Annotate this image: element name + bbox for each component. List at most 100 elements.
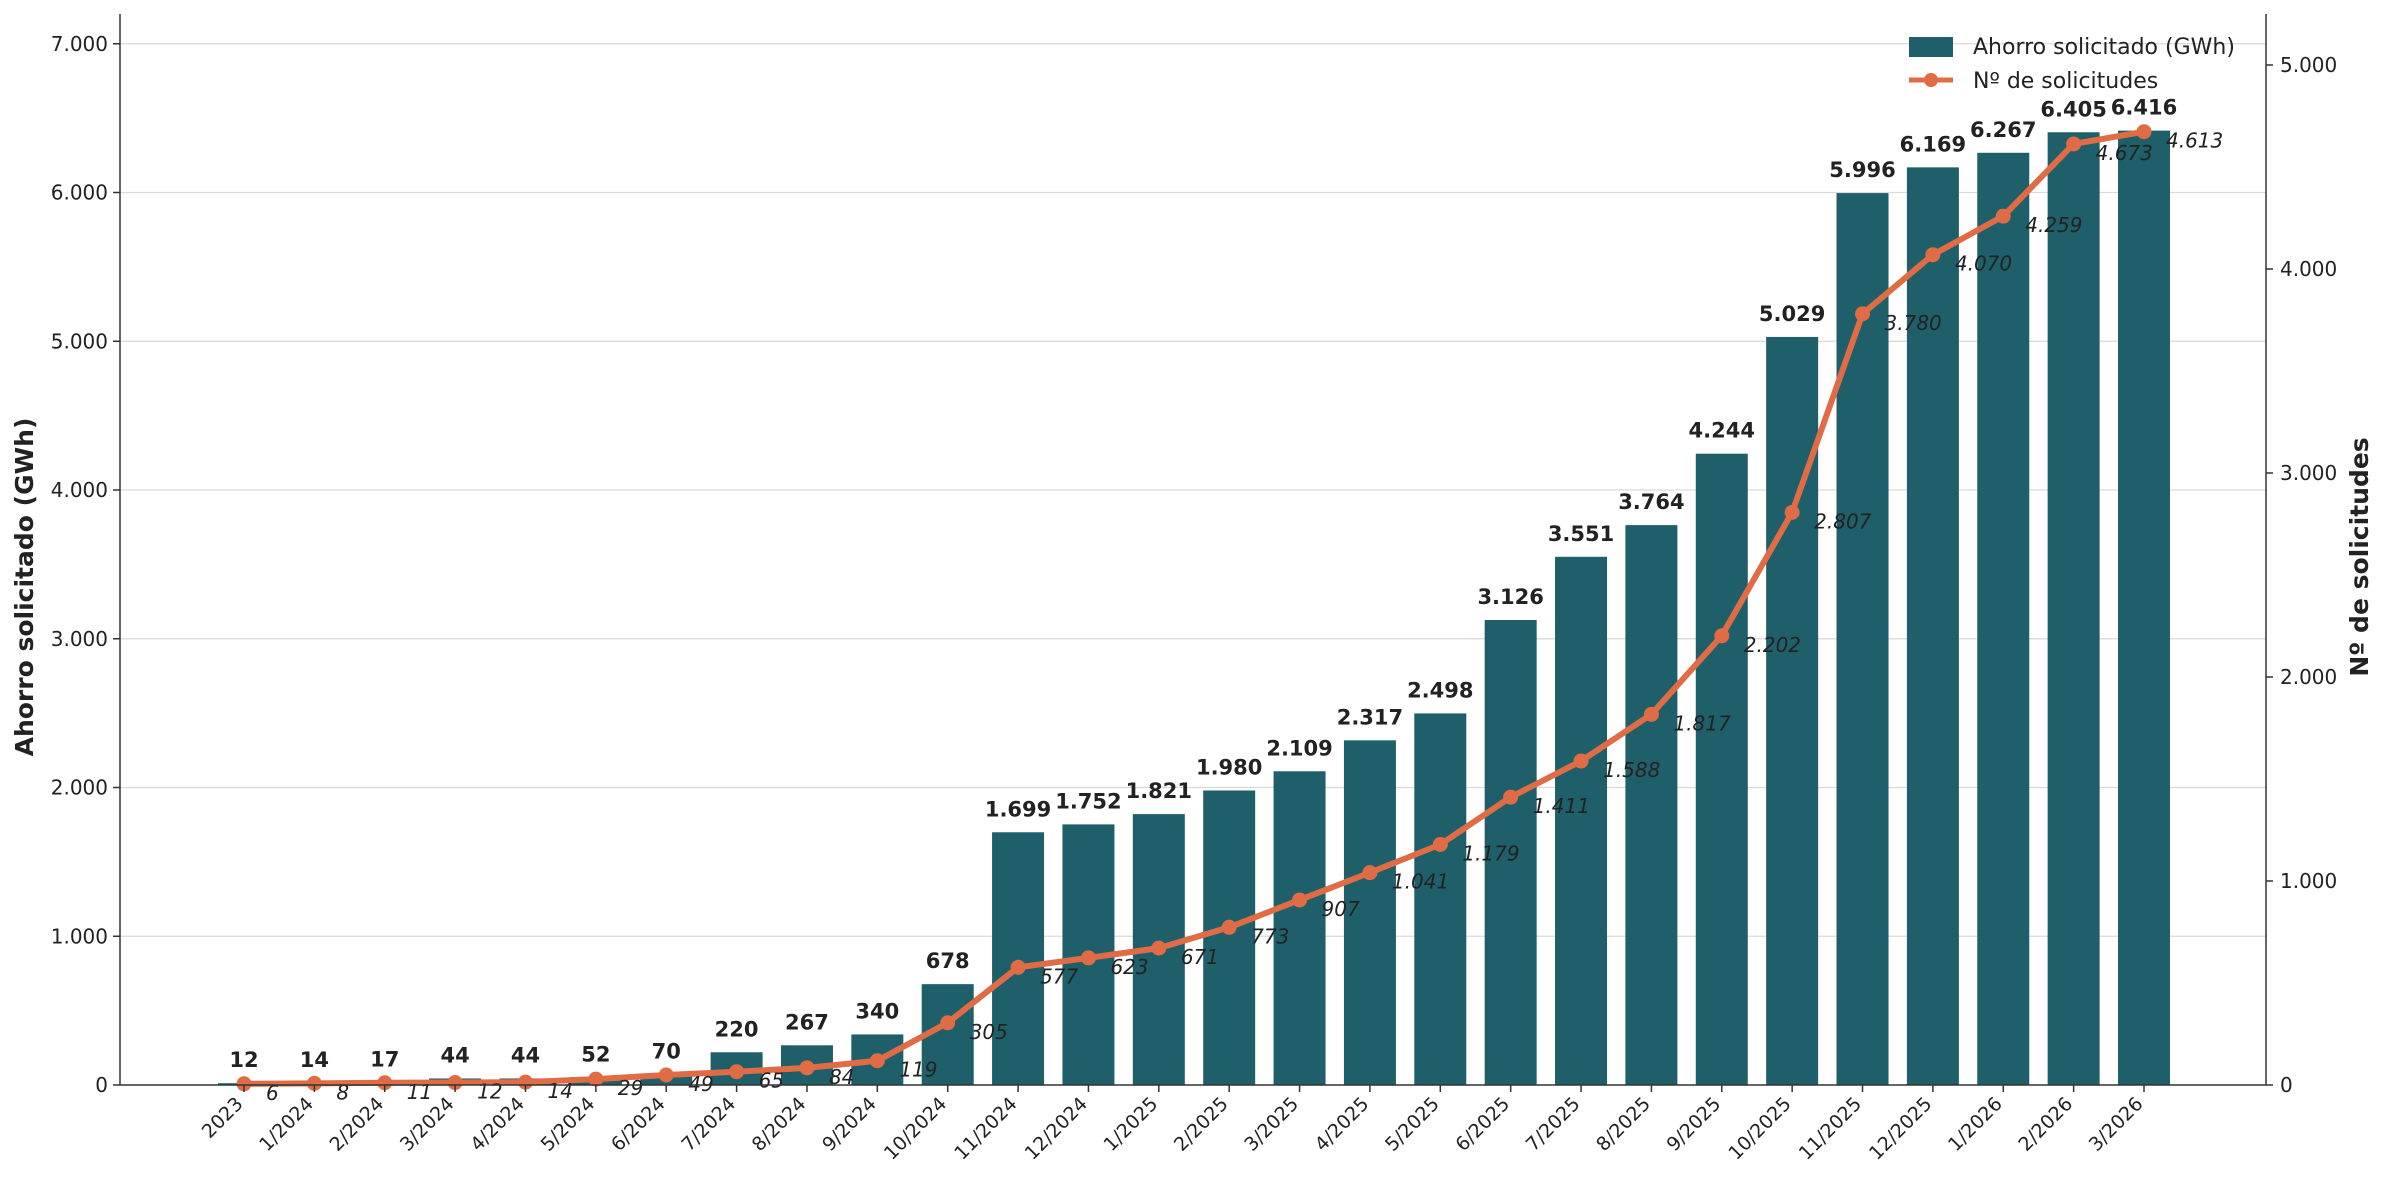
line-value-label: 14 — [547, 1079, 572, 1103]
y-tick-label: 6.000 — [51, 181, 108, 205]
bar-value-label: 340 — [855, 999, 899, 1023]
bar — [1695, 453, 1748, 1086]
line-value-label: 577 — [1040, 964, 1078, 988]
x-tick-label: 12/2024 — [1021, 1093, 1092, 1164]
x-tick-label: 7/2025 — [1522, 1093, 1585, 1156]
line-value-label: 2.807 — [1814, 509, 1872, 533]
line-value-label: 773 — [1251, 924, 1289, 948]
bar — [1484, 620, 1537, 1085]
line-point — [1995, 208, 2011, 224]
x-tick-label: 1/2025 — [1100, 1093, 1163, 1156]
line-point — [1432, 836, 1448, 852]
line-value-label: 1.041 — [1392, 870, 1449, 894]
bar-value-label: 1.699 — [985, 797, 1051, 821]
bar-value-labels: 12 14 17 44 44 52 70 220 267 340 678 1.699 1.752 1.82… — [229, 96, 2177, 1073]
line-point — [1855, 306, 1871, 322]
x-tick-label: 8/2024 — [748, 1093, 811, 1156]
line-value-label: 4.259 — [2025, 213, 2082, 237]
bar-value-label: 12 — [229, 1048, 258, 1072]
line-value-label: 29 — [618, 1076, 643, 1100]
x-tick-label: 6/2024 — [607, 1093, 670, 1156]
x-tick-label: 11/2025 — [1795, 1093, 1866, 1164]
bar-value-label: 14 — [300, 1048, 329, 1072]
x-tick-label: 10/2024 — [880, 1093, 951, 1164]
x-tick-labels: 2023 1/2024 2/2024 3/2024 4/2024 5/2024 6/2024… — [198, 1093, 2148, 1164]
legend: Ahorro solicitado (GWh) Nº de solicitude… — [1909, 35, 2235, 94]
y-axis-title: Ahorro solicitado (GWh) — [10, 418, 39, 757]
bar-value-label: 4.244 — [1689, 419, 1755, 443]
bar — [1906, 167, 1959, 1085]
bar-value-label: 52 — [581, 1042, 610, 1066]
x-tick-label: 4/2025 — [1311, 1093, 1374, 1156]
line-point — [1292, 892, 1308, 908]
x-tick-label: 3/2025 — [1240, 1093, 1303, 1156]
x-tick-label: 9/2025 — [1662, 1093, 1725, 1156]
line-point — [1080, 950, 1096, 966]
y-tick-label: 3.000 — [51, 627, 108, 651]
x-tick-label: 11/2024 — [950, 1093, 1021, 1164]
line-value-label: 1.588 — [1603, 758, 1660, 782]
bar-value-label: 6.169 — [1900, 132, 1966, 156]
bar-value-label: 2.317 — [1337, 705, 1403, 729]
y-tick-label: 7.000 — [51, 32, 108, 56]
x-tick-label: 2/2024 — [325, 1093, 388, 1156]
bar-value-label: 44 — [440, 1043, 469, 1067]
line-point — [1925, 247, 1941, 263]
line-value-label: 3.780 — [1885, 311, 1942, 335]
x-tick-label: 3/2026 — [2085, 1093, 2148, 1156]
y-tick-label: 2.000 — [51, 776, 108, 800]
line-series — [236, 124, 2152, 1092]
line-point — [447, 1075, 463, 1091]
legend-bar-label: Ahorro solicitado (GWh) — [1973, 35, 2235, 60]
line-value-label: 119 — [899, 1058, 937, 1082]
line-value-label: 1.411 — [1533, 794, 1590, 818]
x-tick-label: 5/2025 — [1381, 1093, 1444, 1156]
bar — [1766, 336, 1819, 1085]
x-tick-label: 7/2024 — [677, 1093, 740, 1156]
bar — [1343, 740, 1396, 1085]
x-tick-label: 6/2025 — [1451, 1093, 1514, 1156]
y-tick-label: 5.000 — [51, 329, 108, 353]
y2-axis-title: Nº de solicitudes — [2345, 437, 2374, 676]
y-tick-label: 0 — [95, 1073, 108, 1097]
line-point — [1784, 504, 1800, 520]
bar-value-label: 17 — [370, 1047, 399, 1071]
y-tick-label: 4.000 — [51, 478, 108, 502]
bar-value-label: 3.551 — [1548, 522, 1614, 546]
line-point — [1503, 789, 1519, 805]
bar-series — [218, 130, 2170, 1086]
y2-tick-label: 3.000 — [2280, 461, 2337, 485]
line-value-label: 1.179 — [1462, 841, 1519, 865]
bar — [992, 832, 1045, 1085]
line-point — [799, 1060, 815, 1076]
bar — [1625, 525, 1678, 1085]
y2-tick-label: 5.000 — [2280, 53, 2337, 77]
line-value-label: 4.613 — [2166, 129, 2223, 153]
line-value-label: 4.673 — [2096, 141, 2153, 165]
bar-value-label: 44 — [511, 1043, 540, 1067]
bar-value-label: 2.109 — [1266, 736, 1332, 760]
bar-value-label: 6.416 — [2111, 96, 2177, 120]
line-point — [2136, 124, 2152, 140]
line-value-label: 305 — [970, 1020, 1008, 1044]
bar-value-label: 1.752 — [1055, 789, 1121, 813]
bar-value-label: 5.996 — [1829, 158, 1895, 182]
bar — [2118, 130, 2170, 1085]
axes — [113, 14, 2273, 1092]
line-point — [1221, 919, 1237, 935]
x-tick-label: 2023 — [198, 1093, 248, 1143]
line-value-label: 12 — [477, 1080, 502, 1104]
line-value-label: 65 — [759, 1069, 784, 1093]
line-value-label: 49 — [688, 1072, 713, 1096]
line-point — [1573, 753, 1589, 769]
line-point — [517, 1074, 533, 1090]
line-value-label: 907 — [1322, 897, 1360, 921]
line-value-label: 2.202 — [1744, 633, 1801, 657]
line-value-label: 623 — [1110, 955, 1148, 979]
bar-value-label: 267 — [785, 1010, 829, 1034]
legend-bar-swatch — [1909, 37, 1953, 57]
y2-tick-label: 0 — [2280, 1073, 2293, 1097]
line-point — [2066, 136, 2082, 152]
bar-value-label: 70 — [652, 1040, 681, 1064]
